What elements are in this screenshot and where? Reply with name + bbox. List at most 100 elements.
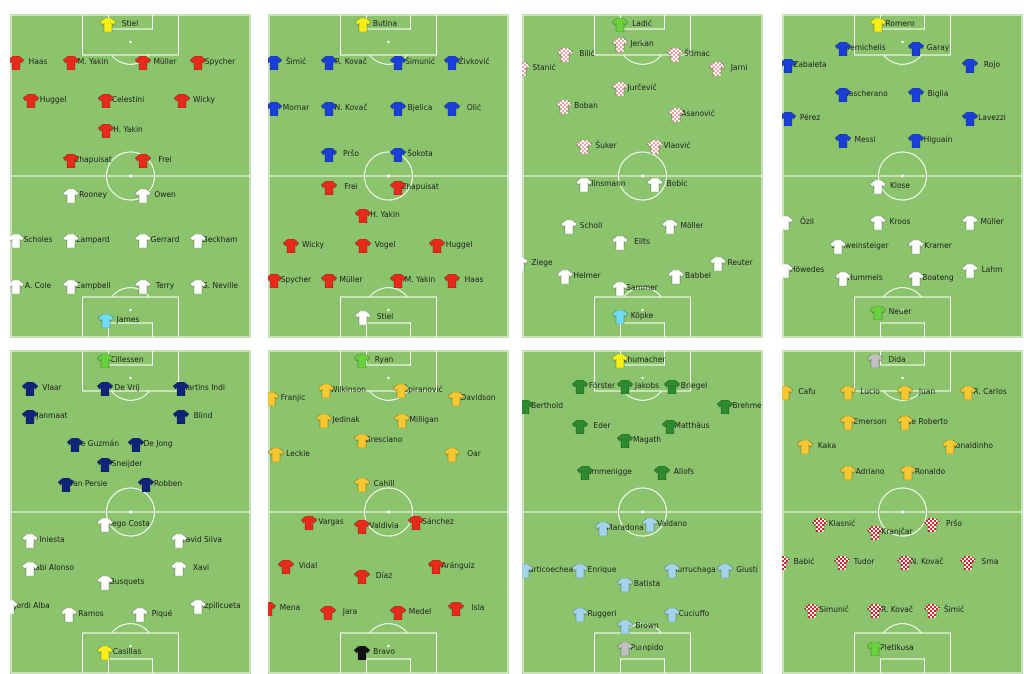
shirt-icon <box>135 234 151 248</box>
player-name: Ronaldo <box>914 467 946 476</box>
player: Ruggeri <box>572 608 632 622</box>
player: Šimić <box>268 56 326 70</box>
shirt-icon <box>782 112 796 126</box>
player: Stiel <box>100 18 160 32</box>
shirt-icon <box>709 62 725 76</box>
player-name: Jordi Alba <box>14 601 50 610</box>
player-name: Cillessen <box>110 355 144 364</box>
player-name: Biglia <box>927 89 949 98</box>
player-name: Simunić <box>819 605 849 614</box>
player-name: Aránguiz <box>441 561 475 570</box>
pitch-markings <box>522 14 763 338</box>
shirt-icon <box>10 280 24 294</box>
shirt-icon <box>61 608 77 622</box>
shirt-icon <box>98 124 114 138</box>
shirt-icon <box>444 56 460 70</box>
shirt-icon <box>834 556 850 570</box>
shirt-icon <box>870 18 886 32</box>
player: Ramos <box>61 608 121 622</box>
player: Babić <box>782 556 834 570</box>
shirt-icon <box>268 602 276 616</box>
player-name: Mascherano <box>842 89 888 98</box>
player: Šimunić <box>390 56 450 70</box>
player-name: Casillas <box>112 647 142 656</box>
player-name: Kaka <box>817 441 837 450</box>
pitch-markings <box>782 14 1023 338</box>
player: Díaz <box>354 570 414 584</box>
shirt-icon <box>268 56 282 70</box>
player: Špiranović <box>393 384 453 398</box>
player-name: Zabaleta <box>793 60 827 69</box>
player: Wicky <box>283 239 343 253</box>
player: G. Neville <box>190 280 250 294</box>
player-name: Frei <box>158 155 172 164</box>
player-name: H. Yakin <box>370 210 400 219</box>
player-name: Schumacher <box>618 355 666 364</box>
shirt-icon <box>812 518 828 532</box>
shirt-icon <box>617 642 633 656</box>
player-name: Sneijder <box>111 459 143 468</box>
player-name: Huggel <box>39 95 67 104</box>
player-name: Eilts <box>634 237 650 246</box>
player: De Vrij <box>97 382 157 396</box>
player-name: Šimić <box>943 605 965 614</box>
player: Pletikosa <box>867 642 927 656</box>
player: Kaka <box>797 440 857 454</box>
shirt-icon <box>867 526 883 540</box>
player-name: Emerson <box>853 417 887 426</box>
player: Bilić <box>557 48 617 62</box>
player-name: Jedinak <box>332 415 360 424</box>
player: Brehme <box>717 400 763 414</box>
player: Reuter <box>710 257 763 271</box>
player: Messi <box>835 134 895 148</box>
shirt-icon <box>190 56 206 70</box>
player: Lucio <box>840 386 900 400</box>
shirt-icon <box>171 534 187 548</box>
player: Pršo <box>321 148 381 162</box>
shirt-icon <box>390 274 406 288</box>
shirt-icon <box>321 102 337 116</box>
player: Franjic <box>268 392 323 406</box>
pitch-1: Stiel Haas M. Yakin Müller Spycher Huggel Cele… <box>10 14 251 338</box>
player: Sneijder <box>97 458 157 472</box>
player-name: Jara <box>342 607 358 616</box>
shirt-icon <box>577 466 593 480</box>
player-name: Spycher <box>204 57 236 66</box>
shirt-icon <box>642 518 658 532</box>
player: Boban <box>556 100 616 114</box>
shirt-icon <box>22 562 38 576</box>
player-name: Davidson <box>460 393 496 402</box>
shirt-icon <box>174 94 190 108</box>
shirt-icon <box>135 280 151 294</box>
player-name: Demichelis <box>844 43 886 52</box>
shirt-icon <box>870 216 886 230</box>
player: Rojo <box>962 59 1022 73</box>
player-name: Kramer <box>924 241 952 250</box>
shirt-icon <box>782 264 793 278</box>
shirt-icon <box>354 434 370 448</box>
player: Owen <box>135 189 195 203</box>
player-name: Pumpido <box>630 643 664 652</box>
player-name: Adriano <box>855 467 885 476</box>
player: Ronaldo <box>900 466 960 480</box>
player: Tudor <box>834 556 894 570</box>
player: R. Kovač <box>321 56 381 70</box>
shirt-icon <box>782 216 793 230</box>
shirt-icon <box>664 380 680 394</box>
player-name: Vargas <box>318 517 344 526</box>
player-name: Chapuisat <box>401 182 439 191</box>
shirt-icon <box>97 354 113 368</box>
player-name: Bilić <box>579 49 595 58</box>
shirt-icon <box>668 108 684 122</box>
player-name: Štimac <box>684 49 710 58</box>
player: Scholes <box>10 234 68 248</box>
player-name: Matthäus <box>674 421 710 430</box>
player-name: Franjic <box>280 393 306 402</box>
shirt-icon <box>617 380 633 394</box>
shirt-icon <box>522 257 528 271</box>
player: Cuciuffo <box>664 608 724 622</box>
player-name: De Jong <box>143 439 173 448</box>
player-name: Robben <box>153 479 183 488</box>
shirt-icon <box>444 448 460 462</box>
player: Scholl <box>561 220 621 234</box>
